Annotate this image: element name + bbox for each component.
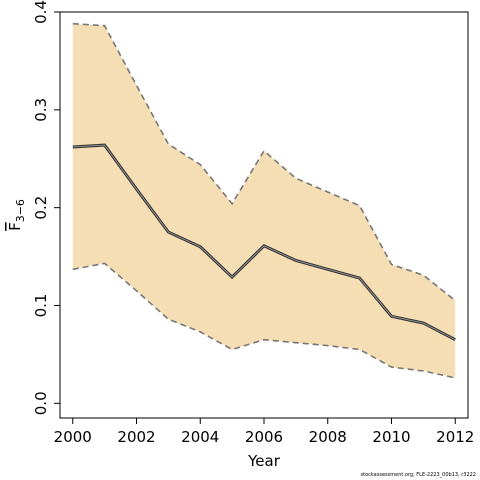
x-tick-label: 2010 xyxy=(372,428,410,446)
y-axis-title: F3−6 xyxy=(6,199,27,231)
lower-bound-line xyxy=(72,262,456,379)
y-axis-title-subscript: 3−6 xyxy=(14,199,27,222)
confidence-band xyxy=(72,23,456,378)
x-tick-label: 2000 xyxy=(54,428,92,446)
y-axis-title-main: F xyxy=(6,222,24,231)
upper-bound-line xyxy=(72,22,456,302)
x-tick-label: 2004 xyxy=(181,428,219,446)
svg-text:F3−6: F3−6 xyxy=(6,199,27,231)
confidence-band-layer xyxy=(72,23,456,378)
y-tick-label: 0.0 xyxy=(32,391,50,415)
x-tick-label: 2002 xyxy=(117,428,155,446)
y-tick-label: 0.2 xyxy=(32,196,50,220)
y-tick-label: 0.4 xyxy=(32,0,50,24)
axis-layer: 2000 2002 2004 2006 2008 2010 2012 0.0 0.1 0.2 0.3… xyxy=(32,0,474,446)
footer-credit: stockassessment.org, FLE-2223_00b13, r32… xyxy=(360,472,477,478)
line-layer xyxy=(72,22,456,379)
x-tick-label: 2008 xyxy=(309,428,347,446)
y-tick-label: 0.1 xyxy=(32,294,50,318)
x-tick-label: 2006 xyxy=(245,428,283,446)
y-tick-label: 0.3 xyxy=(32,98,50,122)
x-tick-label: 2012 xyxy=(436,428,474,446)
x-axis-title: Year xyxy=(247,452,281,470)
estimate-line xyxy=(72,144,456,341)
